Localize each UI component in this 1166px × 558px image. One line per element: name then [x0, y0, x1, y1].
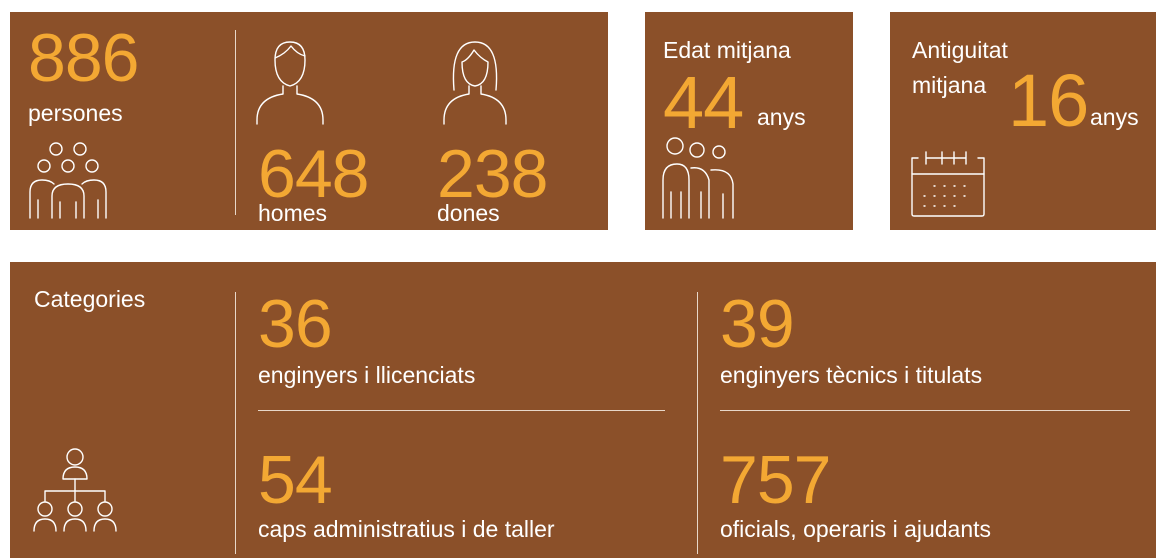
divider: [235, 30, 236, 215]
man-icon: [256, 41, 324, 125]
age-panel: Edat mitjana 44 anys: [645, 12, 853, 230]
seniority-panel: Antiguitat mitjana 16 anys: [890, 12, 1156, 230]
women-value: 238: [437, 136, 548, 212]
org-icon: [33, 448, 117, 532]
woman-icon: [443, 41, 507, 125]
category-label: oficials, operaris i ajudants: [720, 516, 992, 542]
age-value: 44: [663, 61, 744, 144]
men-label: homes: [258, 200, 328, 226]
category-label: enginyers i llicenciats: [258, 362, 476, 388]
categories-panel: Categories 36 enginyers i llicenciats 39…: [10, 262, 1156, 558]
divider: [697, 292, 698, 554]
seniority-title-2: mitjana: [912, 72, 987, 98]
age-title: Edat mitjana: [663, 37, 791, 63]
separator: [720, 410, 1130, 411]
category-value: 36: [258, 286, 333, 362]
separator: [258, 410, 665, 411]
divider: [235, 292, 236, 554]
total-label: persones: [28, 100, 123, 126]
women-label: dones: [437, 200, 500, 226]
staff-panel: 886 persones 648 homes 238 dones: [10, 12, 608, 230]
men-value: 648: [258, 136, 369, 212]
age-unit: anys: [757, 104, 806, 130]
category-value: 39: [720, 286, 795, 362]
seniority-value: 16: [1008, 59, 1089, 142]
group-icon: [29, 142, 107, 219]
category-value: 54: [258, 442, 333, 518]
seniority-unit: anys: [1090, 104, 1139, 130]
categories-title: Categories: [34, 286, 146, 312]
category-label: caps administratius i de taller: [258, 516, 555, 542]
calendar-icon: [911, 151, 985, 217]
category-value: 757: [720, 442, 831, 518]
people-icon: [662, 137, 734, 219]
total-value: 886: [28, 20, 139, 96]
category-label: enginyers tècnics i titulats: [720, 362, 983, 388]
seniority-title-1: Antiguitat: [912, 37, 1008, 63]
